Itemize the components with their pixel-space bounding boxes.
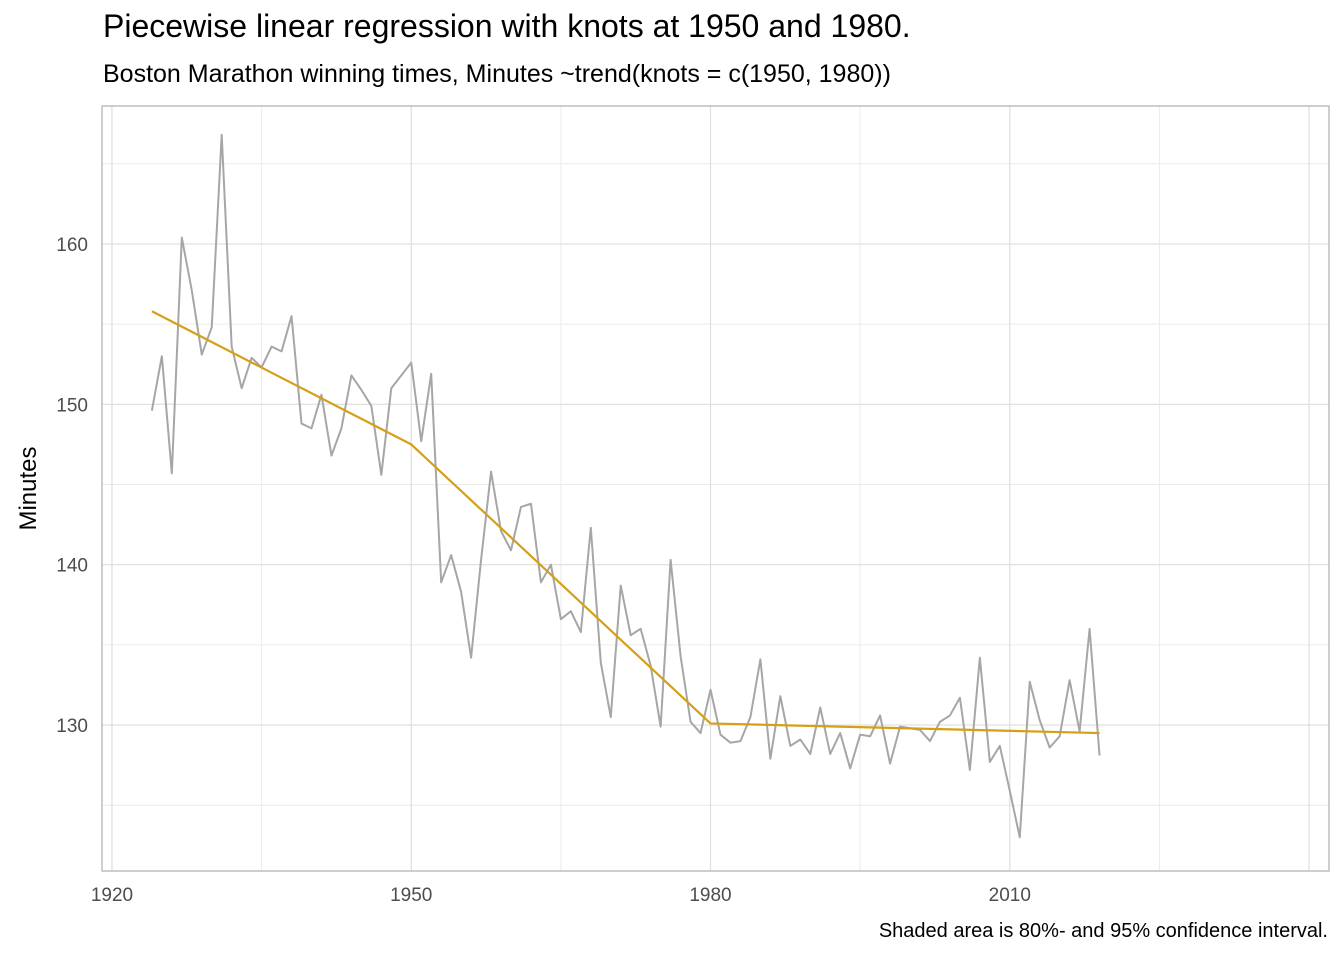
fitted-trend-line (151, 310, 1100, 735)
x-tick-label: 1950 (390, 885, 432, 906)
series-layer (150, 133, 1101, 839)
chart-subtitle: Boston Marathon winning times, Minutes ~… (103, 60, 891, 88)
y-axis-ticks: 130 140 150 160 (56, 235, 88, 737)
x-tick-label: 1920 (91, 885, 133, 906)
chart-title: Piecewise linear regression with knots a… (103, 8, 911, 44)
x-axis-ticks: 1920 1950 1980 2010 (91, 885, 1031, 906)
minor-gridlines (102, 106, 1329, 871)
x-tick-label: 1980 (689, 885, 731, 906)
chart-caption: Shaded area is 80%- and 95% confidence i… (878, 920, 1328, 942)
observed-series-line (150, 133, 1101, 839)
y-axis-title: Minutes (15, 446, 42, 530)
panel-border (101, 105, 1330, 872)
x-tick-label: 2010 (989, 885, 1031, 906)
y-tick-label: 130 (56, 716, 88, 737)
y-tick-label: 160 (56, 235, 88, 256)
y-tick-label: 140 (56, 556, 88, 577)
y-tick-label: 150 (56, 395, 88, 416)
major-gridlines (102, 106, 1329, 871)
